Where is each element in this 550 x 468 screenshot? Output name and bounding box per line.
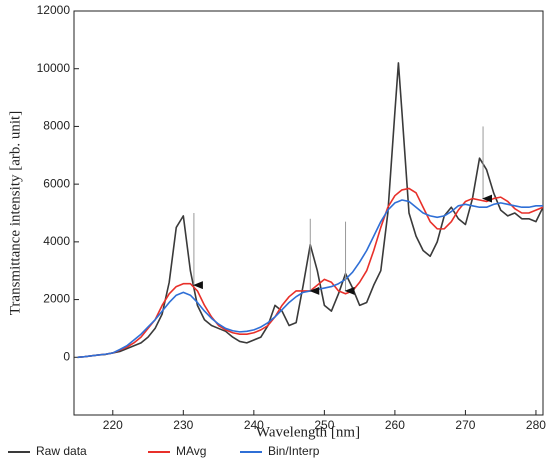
x-tick-label: 260	[385, 418, 405, 432]
x-tick-label: 220	[103, 418, 123, 432]
y-tick-label: 6000	[43, 176, 70, 190]
x-axis-label: Wavelength [nm]	[256, 424, 360, 440]
x-tick-label: 280	[526, 418, 546, 432]
y-tick-label: 0	[63, 349, 70, 363]
y-tick-label: 8000	[43, 119, 70, 133]
y-tick-label: 10000	[37, 61, 71, 75]
plot-area	[77, 62, 543, 359]
x-tick-label: 230	[173, 418, 193, 432]
legend-label: Raw data	[36, 444, 87, 458]
x-tick-label: 270	[455, 418, 475, 432]
legend-label: MAvg	[176, 444, 206, 458]
y-axis-label: Transmittance intensity [arb. unit]	[7, 111, 23, 315]
plot-frame	[73, 10, 544, 416]
x-tick-label: 250	[314, 418, 334, 432]
x-tick-label: 240	[244, 418, 264, 432]
y-tick-label: 12000	[37, 3, 71, 17]
series-line	[77, 62, 543, 359]
y-tick-label: 4000	[43, 234, 70, 248]
legend-label: Bin/Interp	[268, 444, 320, 458]
y-tick-label: 2000	[43, 292, 70, 306]
